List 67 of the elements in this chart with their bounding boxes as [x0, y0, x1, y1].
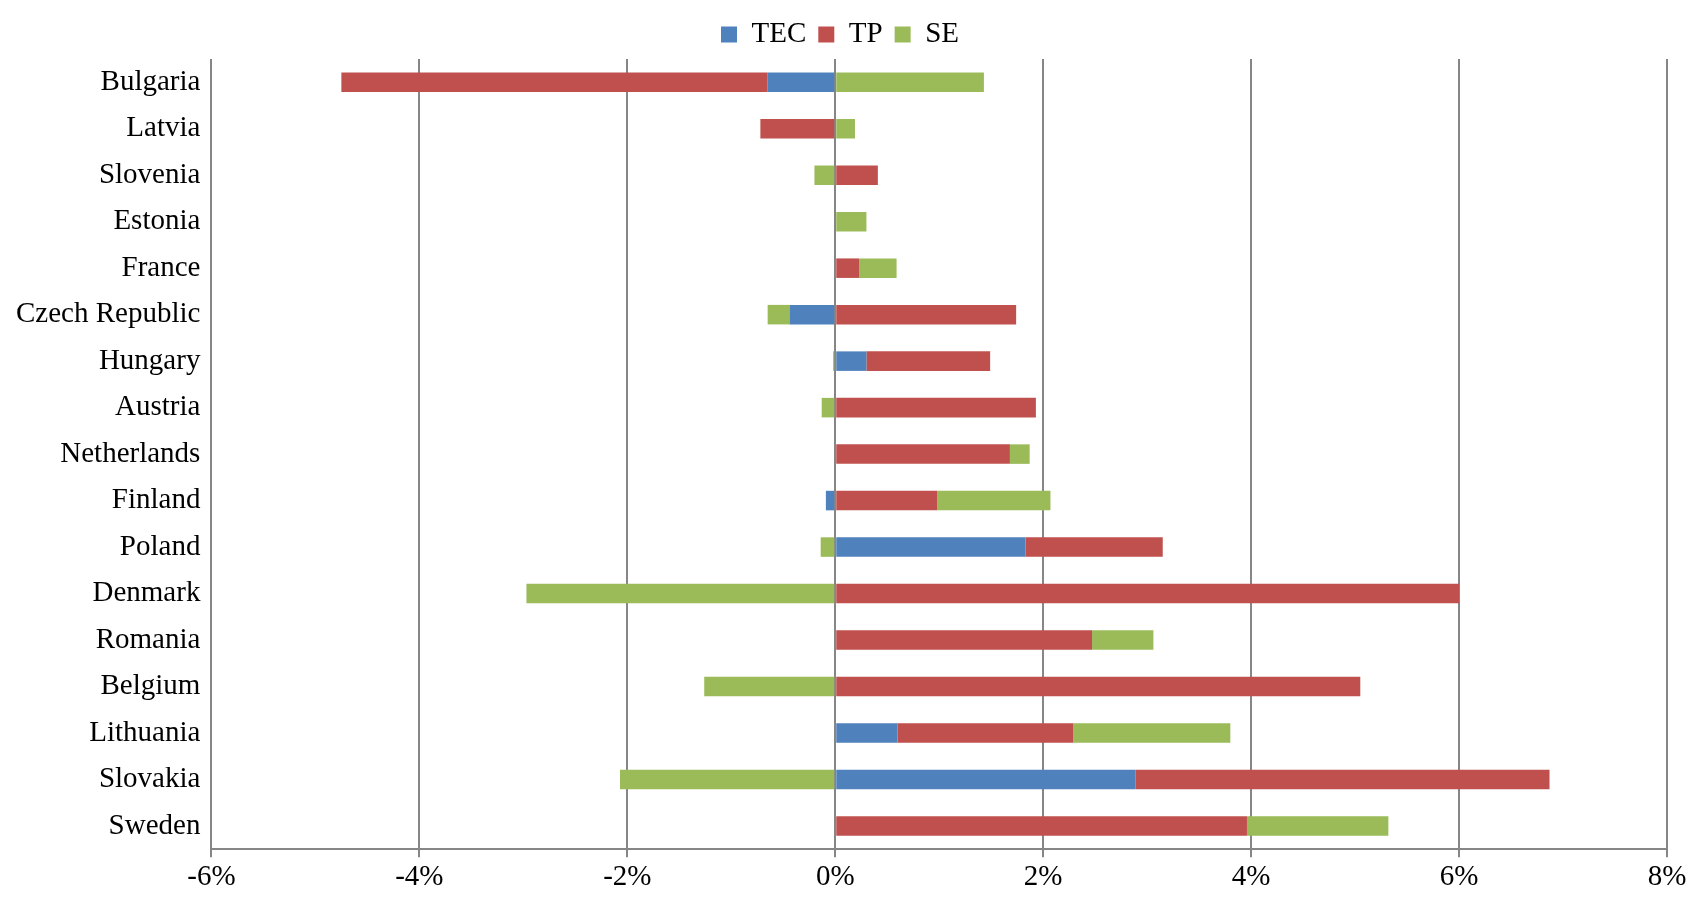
x-tick-label: 6%: [1439, 859, 1479, 892]
bar: [836, 258, 860, 278]
y-tick-label: Hungary: [98, 342, 201, 375]
y-tick-label: Slovenia: [98, 156, 201, 189]
bar: [836, 304, 1017, 325]
y-tick-label: France: [121, 249, 201, 282]
bar: [836, 816, 1247, 836]
y-tick-label: Poland: [119, 528, 201, 561]
bar: [814, 165, 835, 185]
bar: [526, 583, 835, 604]
y-tick-label: Czech Republic: [15, 296, 201, 329]
bar: [859, 258, 897, 278]
y-tick-label: Netherlands: [60, 435, 201, 468]
bar: [620, 769, 835, 790]
y-tick-label: Sweden: [108, 807, 201, 840]
bar: [836, 676, 1361, 697]
bar: [836, 165, 878, 185]
bar: [836, 118, 855, 139]
x-tick-label: -6%: [187, 859, 236, 892]
bar: [1135, 769, 1550, 790]
bar: [836, 490, 938, 511]
y-tick-label: Romania: [95, 621, 201, 654]
y-tick-label: Estonia: [113, 203, 201, 236]
y-tick-label: Denmark: [92, 575, 201, 608]
bar: [836, 444, 1010, 464]
y-tick-label: Belgium: [100, 668, 201, 701]
x-tick-label: 4%: [1231, 859, 1271, 892]
x-tick-label: -4%: [395, 859, 444, 892]
bar: [825, 490, 835, 511]
bar: [1092, 630, 1154, 650]
bar: [836, 723, 898, 743]
bar: [897, 723, 1074, 743]
bar: [836, 351, 867, 371]
legend-label: SE: [925, 16, 959, 49]
legend-label: TEC: [751, 16, 807, 49]
bar: [767, 72, 835, 92]
bar: [1073, 723, 1231, 743]
bar: [767, 304, 790, 325]
bar: [836, 211, 867, 232]
y-tick-label: Lithuania: [89, 714, 201, 747]
bar: [789, 304, 835, 325]
x-tick-label: 0%: [815, 859, 855, 892]
bar: [866, 351, 991, 371]
x-tick-label: 2%: [1023, 859, 1063, 892]
bar: [704, 676, 835, 697]
x-tick-label: -2%: [603, 859, 652, 892]
bar: [341, 72, 768, 92]
y-tick-label: Latvia: [126, 110, 201, 143]
bar: [836, 630, 1093, 650]
bar: [836, 397, 1036, 418]
bar: [760, 118, 835, 139]
y-tick-label: Slovakia: [98, 761, 201, 794]
bar: [836, 537, 1026, 557]
bar: [836, 583, 1460, 604]
bar: [1246, 816, 1389, 836]
bar: [821, 397, 835, 418]
bar: [836, 72, 984, 92]
bar: [937, 490, 1051, 511]
y-tick-label: Austria: [115, 389, 201, 422]
bar: [1025, 537, 1163, 557]
y-tick-label: Bulgaria: [100, 63, 201, 96]
y-tick-label: Finland: [111, 482, 201, 515]
bar: [1009, 444, 1030, 464]
legend-label: TP: [848, 16, 883, 49]
bar: [836, 769, 1136, 790]
bar: [820, 537, 835, 557]
x-tick-label: 8%: [1647, 859, 1687, 892]
